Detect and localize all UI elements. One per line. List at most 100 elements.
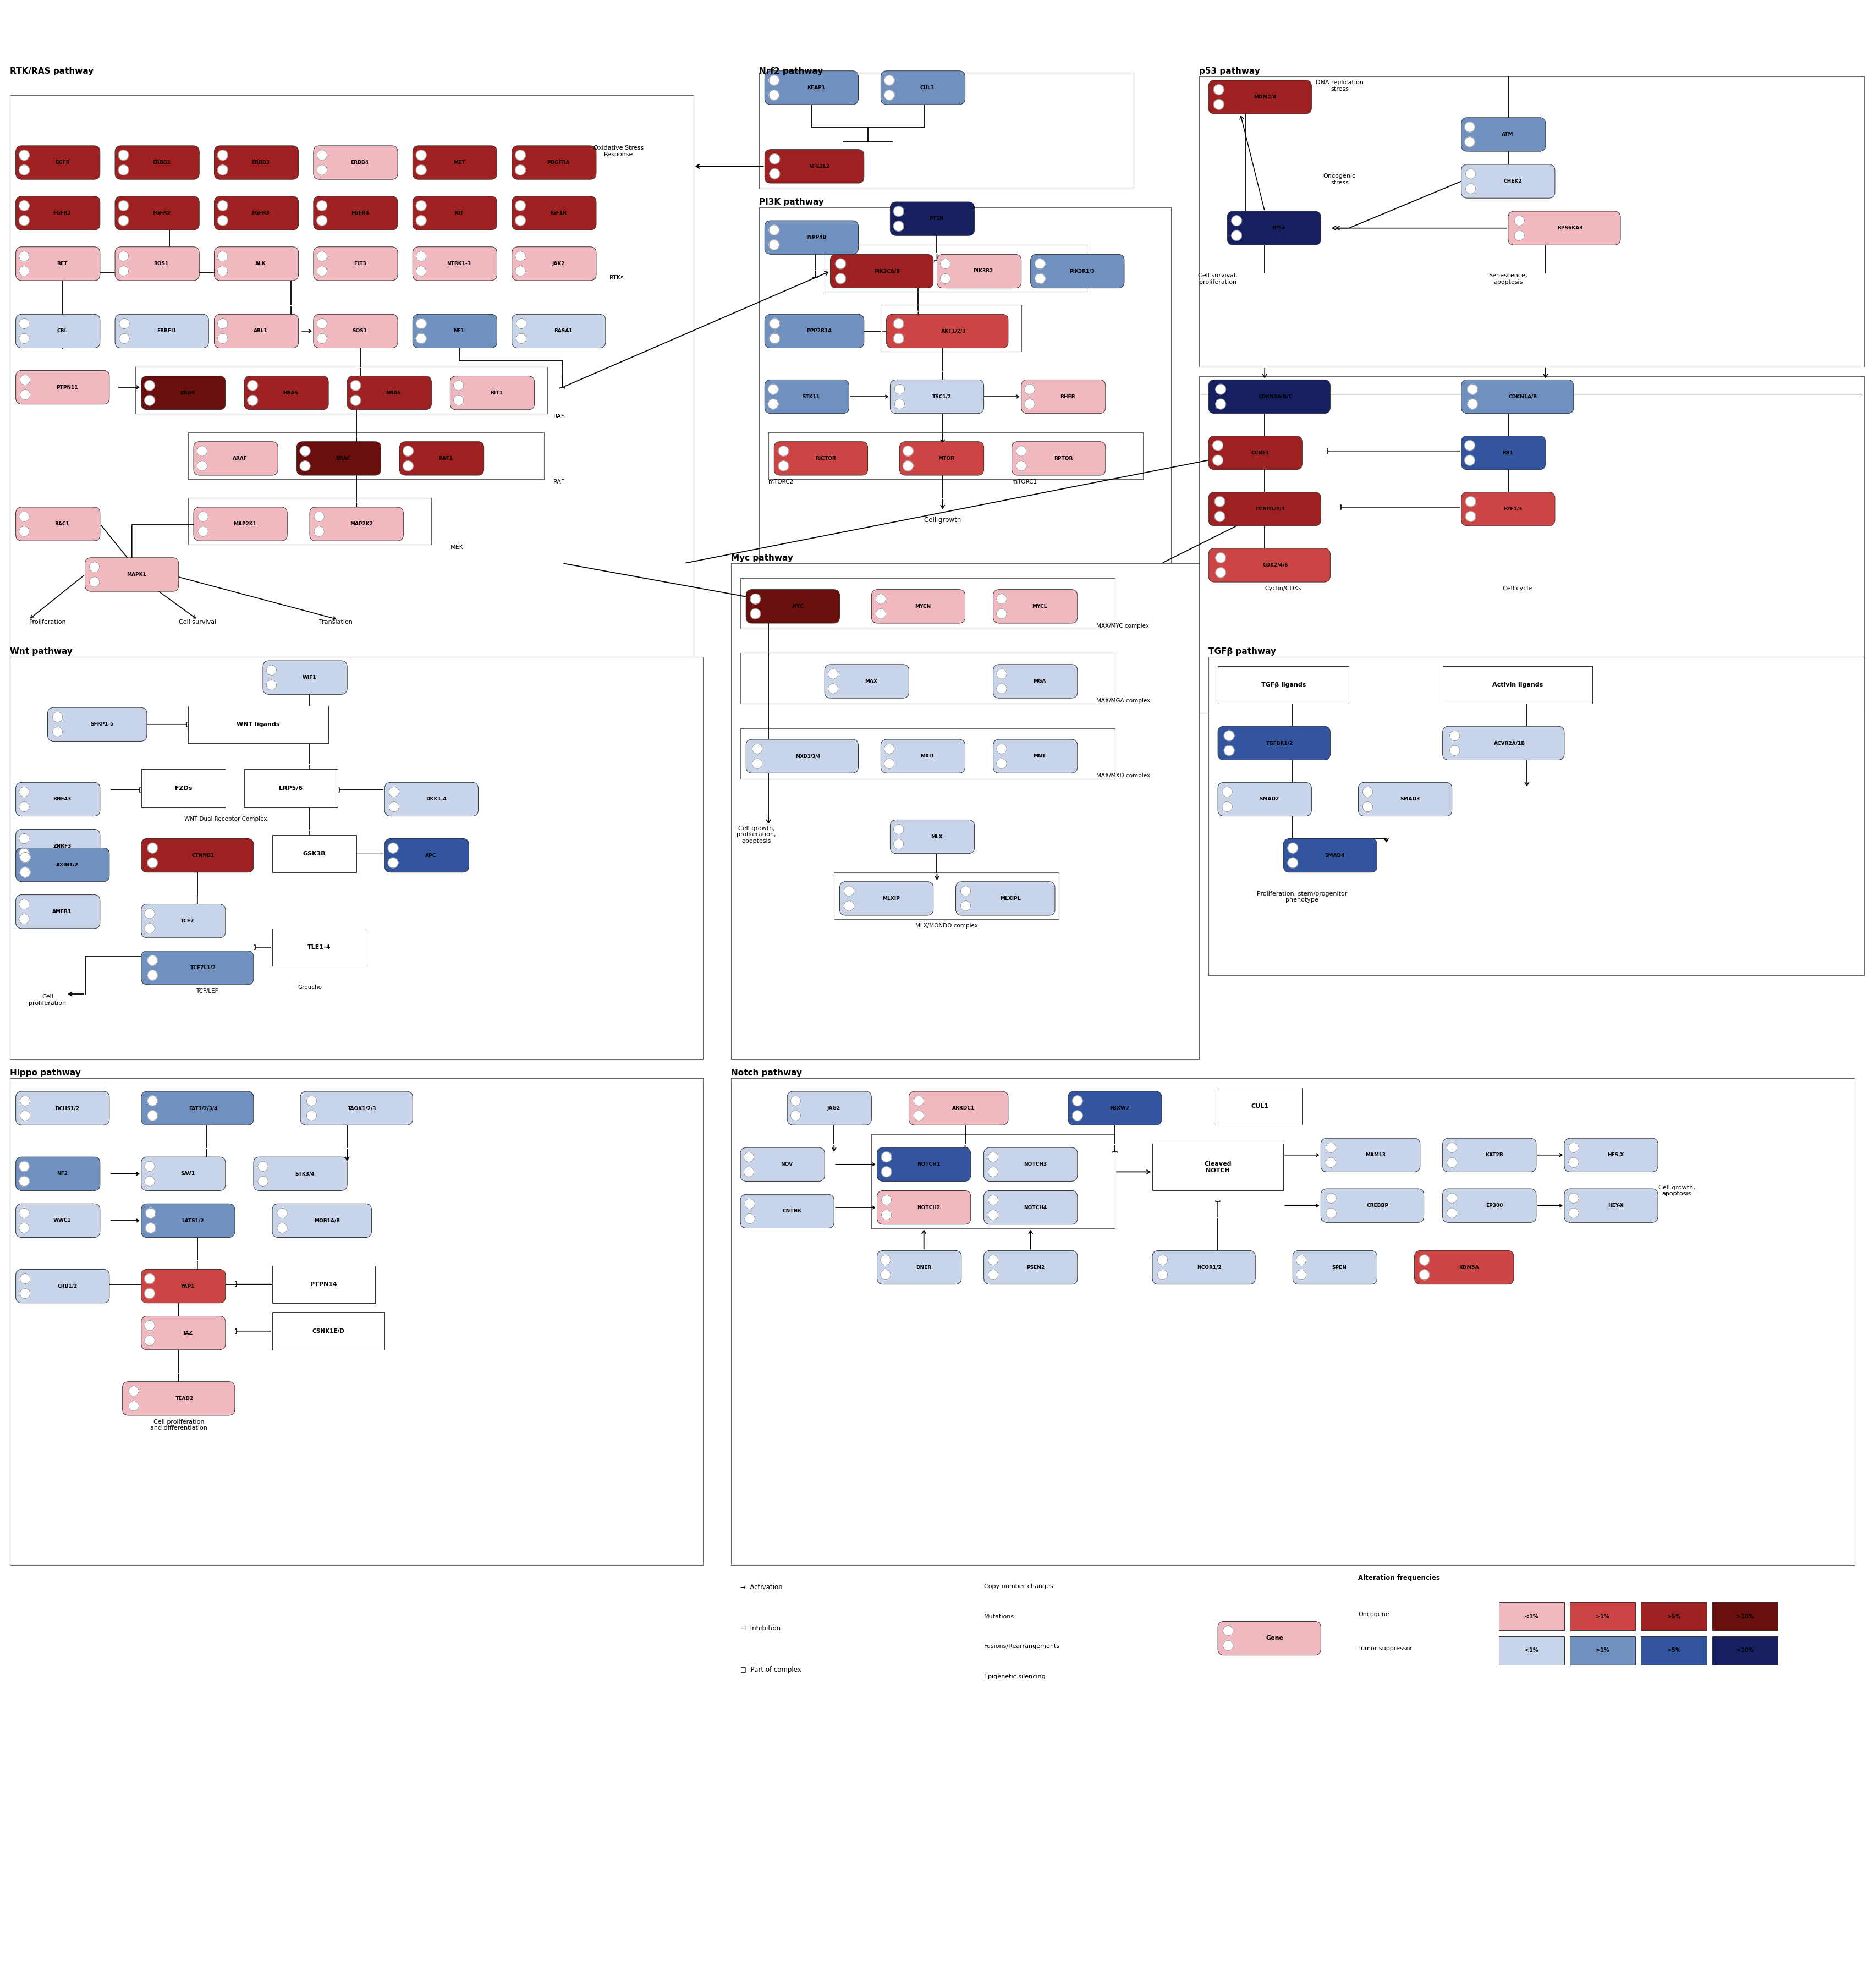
- Text: FGFR2: FGFR2: [152, 211, 171, 215]
- Text: RICTOR: RICTOR: [815, 455, 836, 461]
- Circle shape: [941, 274, 950, 284]
- Text: FZDs: FZDs: [174, 785, 191, 791]
- Bar: [740, 654, 1115, 704]
- Circle shape: [217, 165, 229, 175]
- Text: Fusions/Rearrangements: Fusions/Rearrangements: [984, 1644, 1061, 1650]
- Text: TGFBR1/2: TGFBR1/2: [1267, 742, 1293, 746]
- FancyBboxPatch shape: [15, 370, 109, 404]
- Circle shape: [751, 759, 763, 769]
- Text: Cleaved
NOTCH: Cleaved NOTCH: [1205, 1161, 1231, 1173]
- FancyBboxPatch shape: [512, 197, 596, 231]
- Circle shape: [885, 744, 894, 753]
- Circle shape: [1224, 1640, 1233, 1650]
- Circle shape: [988, 1270, 999, 1280]
- Circle shape: [881, 1270, 890, 1280]
- Text: ROS1: ROS1: [154, 260, 169, 266]
- Circle shape: [903, 461, 913, 471]
- FancyBboxPatch shape: [1068, 1091, 1162, 1125]
- Bar: [135, 366, 547, 414]
- Text: FBXW7: FBXW7: [1109, 1105, 1130, 1111]
- FancyBboxPatch shape: [141, 905, 225, 938]
- Text: TEAD2: TEAD2: [174, 1396, 193, 1402]
- Circle shape: [961, 887, 971, 897]
- Circle shape: [1231, 231, 1242, 241]
- FancyBboxPatch shape: [877, 1147, 971, 1181]
- Text: NOV: NOV: [781, 1161, 793, 1167]
- Text: ERRFI1: ERRFI1: [157, 328, 176, 334]
- Circle shape: [1569, 1193, 1578, 1203]
- Text: CRB1/2: CRB1/2: [58, 1284, 77, 1288]
- Circle shape: [217, 334, 229, 344]
- Text: MLX: MLX: [931, 835, 943, 839]
- Text: CUL1: CUL1: [1252, 1103, 1269, 1109]
- Text: E2F1/3: E2F1/3: [1503, 507, 1522, 511]
- Circle shape: [1025, 384, 1034, 394]
- Circle shape: [277, 1209, 287, 1219]
- Circle shape: [19, 165, 30, 175]
- Circle shape: [146, 1209, 156, 1219]
- Circle shape: [885, 759, 894, 769]
- Text: MET: MET: [454, 161, 465, 165]
- Circle shape: [19, 833, 30, 843]
- Circle shape: [148, 1111, 157, 1121]
- Text: LATS1/2: LATS1/2: [182, 1219, 204, 1223]
- Circle shape: [770, 318, 780, 328]
- Circle shape: [144, 396, 156, 406]
- Text: RTKs: RTKs: [609, 274, 624, 280]
- Circle shape: [1467, 400, 1477, 410]
- Circle shape: [988, 1167, 999, 1177]
- FancyBboxPatch shape: [890, 819, 974, 853]
- Text: CDK2/4/6: CDK2/4/6: [1263, 563, 1287, 569]
- Bar: [871, 1135, 1115, 1229]
- Text: AKT1/2/3: AKT1/2/3: [941, 328, 965, 334]
- Circle shape: [915, 1111, 924, 1121]
- Circle shape: [390, 787, 399, 797]
- Circle shape: [1447, 1193, 1456, 1203]
- Circle shape: [997, 668, 1006, 680]
- Circle shape: [148, 1095, 157, 1105]
- Text: Cell survival: Cell survival: [178, 620, 216, 624]
- FancyBboxPatch shape: [1443, 726, 1565, 759]
- Circle shape: [19, 1177, 30, 1187]
- Circle shape: [199, 511, 208, 521]
- Circle shape: [454, 396, 463, 406]
- FancyBboxPatch shape: [1284, 839, 1377, 873]
- Circle shape: [1214, 511, 1226, 521]
- Circle shape: [1327, 1193, 1336, 1203]
- FancyBboxPatch shape: [746, 590, 840, 622]
- Text: CCNE1: CCNE1: [1250, 451, 1269, 455]
- Circle shape: [19, 1209, 30, 1219]
- Text: KAT2B: KAT2B: [1484, 1153, 1503, 1157]
- Text: Cell growth: Cell growth: [924, 517, 961, 523]
- Circle shape: [894, 318, 903, 328]
- Circle shape: [791, 1111, 800, 1121]
- Circle shape: [350, 380, 360, 390]
- Bar: [1153, 1143, 1284, 1191]
- Text: Senescence,
apoptosis: Senescence, apoptosis: [1488, 272, 1527, 284]
- Circle shape: [19, 787, 30, 797]
- Text: RNF43: RNF43: [52, 797, 71, 801]
- Circle shape: [1034, 274, 1046, 284]
- Circle shape: [259, 1161, 268, 1171]
- Text: HRAS: HRAS: [283, 390, 298, 396]
- Text: RET: RET: [56, 260, 67, 266]
- Circle shape: [19, 527, 30, 537]
- Circle shape: [1216, 384, 1226, 394]
- FancyBboxPatch shape: [830, 254, 933, 288]
- Text: Activin ligands: Activin ligands: [1492, 682, 1542, 688]
- Circle shape: [129, 1402, 139, 1411]
- Circle shape: [416, 318, 425, 328]
- FancyBboxPatch shape: [1209, 380, 1331, 414]
- FancyBboxPatch shape: [1443, 1189, 1537, 1223]
- Text: ALK: ALK: [255, 260, 266, 266]
- Circle shape: [416, 334, 425, 344]
- Circle shape: [1158, 1270, 1168, 1280]
- Circle shape: [19, 318, 30, 328]
- Text: MYCN: MYCN: [915, 604, 931, 608]
- Text: STK11: STK11: [802, 394, 821, 400]
- Circle shape: [997, 594, 1006, 604]
- FancyBboxPatch shape: [937, 254, 1021, 288]
- Circle shape: [19, 914, 30, 924]
- Circle shape: [997, 684, 1006, 694]
- Circle shape: [515, 266, 525, 276]
